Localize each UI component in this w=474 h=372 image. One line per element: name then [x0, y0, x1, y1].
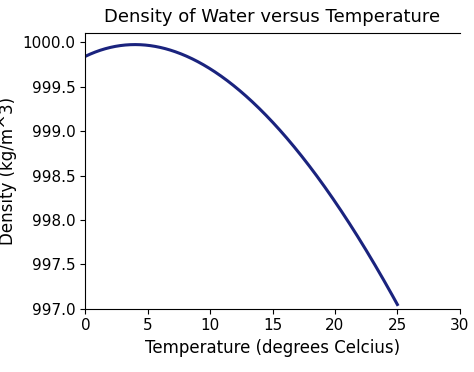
- Y-axis label: Density (kg/m^3): Density (kg/m^3): [0, 97, 17, 245]
- Title: Density of Water versus Temperature: Density of Water versus Temperature: [104, 8, 441, 26]
- X-axis label: Temperature (degrees Celcius): Temperature (degrees Celcius): [145, 339, 400, 357]
